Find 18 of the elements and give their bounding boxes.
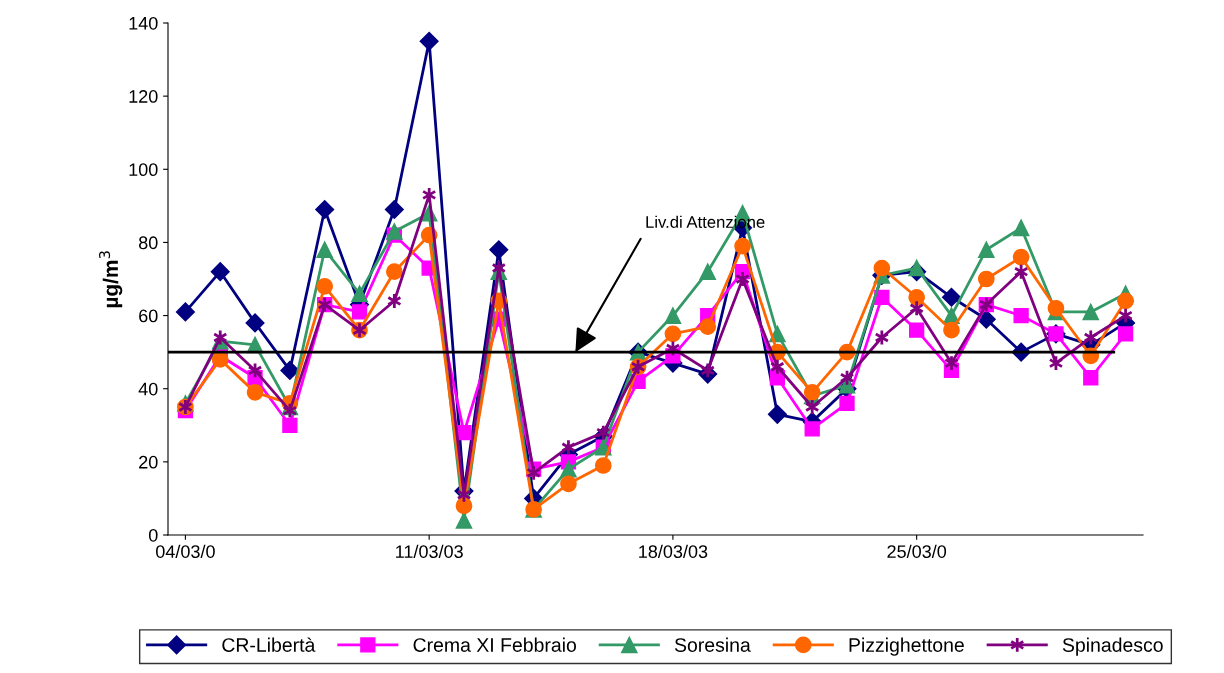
x-tick-label: 25/03/0	[887, 544, 947, 558]
y-tick-label: 140	[129, 16, 158, 30]
legend-label: Crema XI Febbraio	[413, 637, 576, 652]
y-tick-label: 60	[139, 309, 158, 323]
legend-label: CR-Libertà	[222, 637, 316, 652]
y-tick-label: 0	[148, 528, 158, 542]
legend-label: Spinadesco	[1062, 637, 1163, 656]
legend-label: Pizzighettone	[849, 637, 964, 656]
y-tick-label: 100	[129, 163, 158, 177]
x-tick-label: 18/03/03	[639, 544, 708, 558]
legend-label: Soresina	[674, 637, 751, 652]
y-axis-title: µg/m$^{3}$	[99, 251, 123, 308]
x-tick-label: 04/03/0	[156, 544, 215, 558]
x-tick-label: 11/03/03	[396, 544, 463, 558]
y-tick-label: 40	[138, 382, 158, 396]
y-tick-label: 20	[139, 455, 158, 469]
y-tick-label: 80	[138, 236, 158, 250]
y-tick-label: 120	[129, 90, 158, 103]
